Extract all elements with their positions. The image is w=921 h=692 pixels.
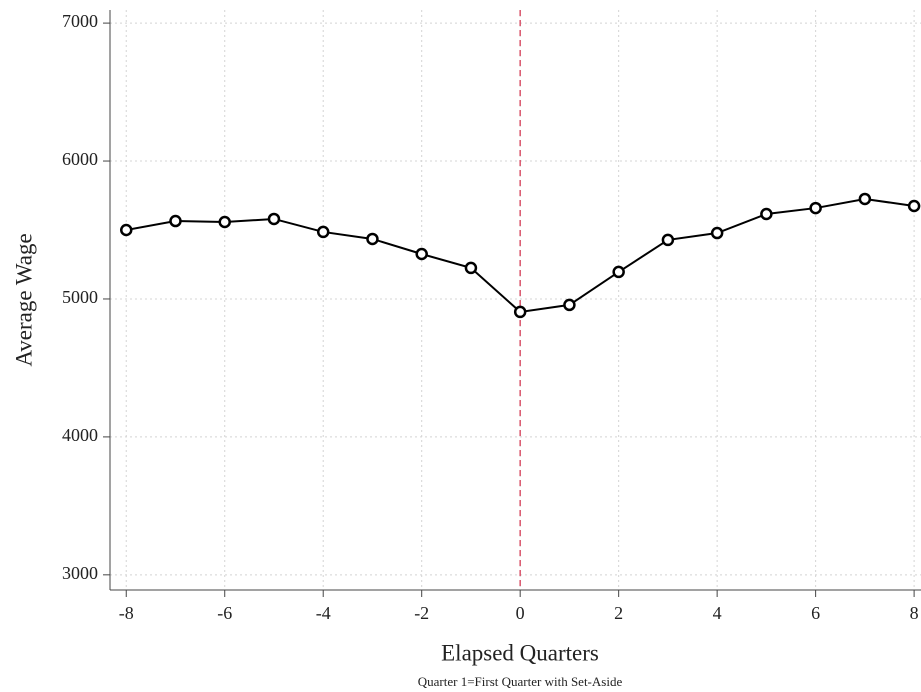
data-point <box>907 199 921 213</box>
x-tick-label: -6 <box>217 603 232 623</box>
data-point <box>169 214 182 228</box>
data-point <box>612 265 625 279</box>
y-tick-label: 6000 <box>62 149 98 169</box>
y-tick-label: 3000 <box>62 563 98 583</box>
data-point <box>119 223 133 237</box>
data-point <box>661 233 675 247</box>
data-point <box>809 201 822 215</box>
x-tick-label: 8 <box>910 603 919 623</box>
x-tick-label: -8 <box>119 603 134 623</box>
data-point <box>760 207 773 221</box>
x-tick-label: -4 <box>316 603 331 623</box>
y-tick-label: 4000 <box>62 425 98 445</box>
data-point <box>513 305 527 319</box>
x-tick-label: 0 <box>516 603 525 623</box>
data-point <box>218 215 231 229</box>
y-tick-label: 5000 <box>62 287 98 307</box>
x-axis-title: Elapsed Quarters <box>441 640 599 665</box>
x-tick-label: 2 <box>614 603 623 623</box>
note: Quarter 1=First Quarter with Set-Aside <box>418 674 623 689</box>
x-tick-label: -2 <box>414 603 429 623</box>
data-point <box>710 226 724 240</box>
data-point <box>316 225 330 239</box>
data-point <box>415 247 428 261</box>
y-tick-label: 7000 <box>62 11 98 31</box>
y-axis-title: Average Wage <box>11 233 36 366</box>
x-tick-label: 4 <box>713 603 722 623</box>
x-tick-label: 6 <box>811 603 820 623</box>
data-point <box>858 192 872 206</box>
data-point <box>464 261 478 275</box>
data-point <box>563 298 576 312</box>
data-point <box>267 212 281 226</box>
data-point <box>366 232 379 246</box>
